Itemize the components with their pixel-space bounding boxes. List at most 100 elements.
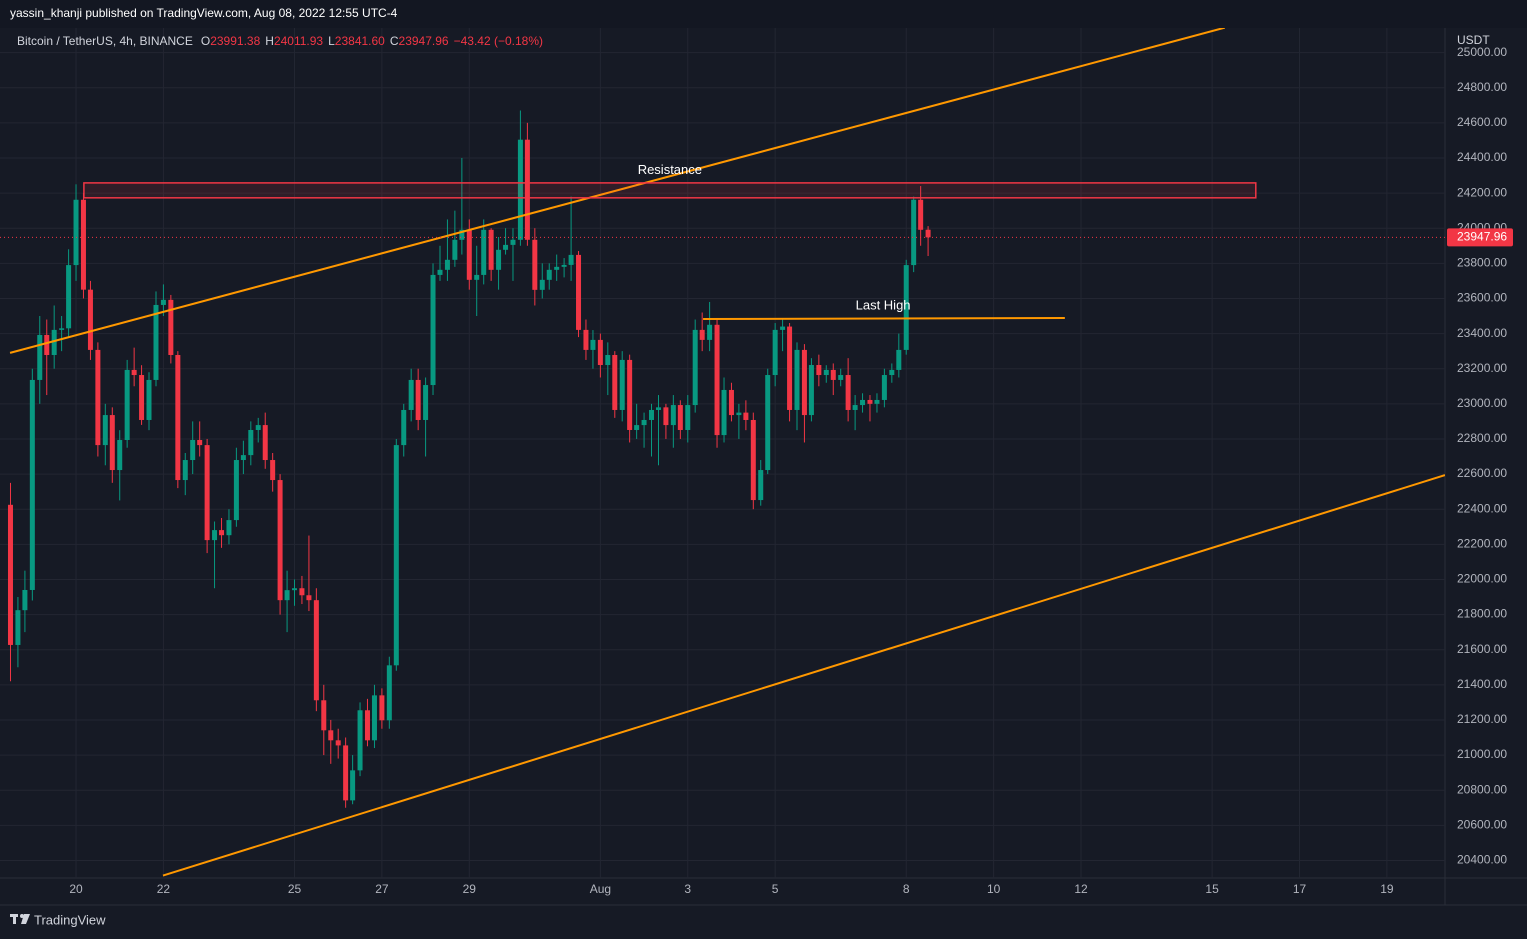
candle-body xyxy=(386,665,392,721)
candle-body xyxy=(728,389,734,416)
candle-body xyxy=(321,700,327,731)
legend-value: 23841.60 xyxy=(335,34,385,48)
candle-body xyxy=(816,365,822,376)
candle-body xyxy=(496,249,502,270)
annotation: Resistance xyxy=(638,162,702,177)
x-tick-label: 17 xyxy=(1293,882,1307,896)
candle-body xyxy=(7,504,13,645)
candle-body xyxy=(350,770,356,801)
candle-body xyxy=(546,269,552,280)
candle-body xyxy=(845,375,851,410)
candle-body xyxy=(168,299,174,356)
axes: 20400.00 20600.00 20800.00 21000.00 21200.00… xyxy=(69,45,1513,896)
candle-body xyxy=(444,259,450,270)
candle-body xyxy=(714,324,720,436)
candle-body xyxy=(197,440,203,446)
x-tick-label: 5 xyxy=(772,882,779,896)
legend-key: H xyxy=(265,34,274,48)
candle-body xyxy=(925,229,931,238)
candle-body xyxy=(182,460,188,481)
legend-key: O xyxy=(201,34,210,48)
candle-body xyxy=(860,399,866,406)
candle-body xyxy=(554,266,560,270)
y-tick-label: 20800.00 xyxy=(1457,782,1507,796)
candle-body xyxy=(233,460,239,521)
candle-body xyxy=(852,405,858,410)
candle-body xyxy=(685,405,691,430)
candle-body xyxy=(73,199,79,266)
candle-body xyxy=(15,610,21,645)
candle-body xyxy=(896,349,902,370)
candle-body xyxy=(102,415,108,446)
candle-body xyxy=(903,265,909,350)
candle-body xyxy=(758,470,764,501)
candle-body xyxy=(670,405,676,426)
candle-body xyxy=(452,239,458,260)
annotation: Last High xyxy=(856,297,911,312)
y-tick-label: 23400.00 xyxy=(1457,326,1507,340)
y-tick-label: 23200.00 xyxy=(1457,361,1507,375)
legend: Bitcoin / TetherUS, 4h, BINANCE O23991.38… xyxy=(17,34,543,48)
candle-body xyxy=(787,326,793,410)
y-tick-label: 20600.00 xyxy=(1457,817,1507,831)
candle-body xyxy=(838,375,844,380)
plot-area: Resistance Last High xyxy=(0,28,1445,877)
candle-body xyxy=(655,407,661,410)
candle-body xyxy=(343,745,349,801)
candle-body xyxy=(736,412,742,416)
candle-body xyxy=(692,329,698,406)
candle-body xyxy=(743,412,749,420)
legend-text: Bitcoin / TetherUS, 4h, BINANCE O23991.38… xyxy=(17,34,543,48)
y-tick-label: 23800.00 xyxy=(1457,256,1507,270)
legend-value: 23991.38 xyxy=(210,34,260,48)
y-tick-label: 24200.00 xyxy=(1457,185,1507,199)
candle-body xyxy=(801,349,807,416)
candle-body xyxy=(415,379,421,420)
candle-body xyxy=(204,445,210,541)
candle-body xyxy=(663,407,669,426)
candle-body xyxy=(503,244,509,250)
candle-body xyxy=(131,369,137,376)
trendline xyxy=(9,28,1226,354)
x-tick-label: 8 xyxy=(903,882,910,896)
y-tick-label: 22400.00 xyxy=(1457,501,1507,515)
candle-body xyxy=(146,379,152,420)
candle-body xyxy=(277,480,283,601)
candle-body xyxy=(881,375,887,400)
logo xyxy=(10,914,30,924)
candle-body xyxy=(255,425,261,430)
x-tick-label: 10 xyxy=(987,882,1001,896)
candle-body xyxy=(423,385,429,420)
y-tick-label: 22600.00 xyxy=(1457,466,1507,480)
x-tick-label: 19 xyxy=(1380,882,1394,896)
legend-value: 23947.96 xyxy=(399,34,449,48)
zone-rect xyxy=(83,182,1257,199)
candle-body xyxy=(299,588,305,596)
x-tick-label: 20 xyxy=(69,882,83,896)
y-tick-label: 21400.00 xyxy=(1457,677,1507,691)
symbol: Bitcoin / TetherUS, 4h, BINANCE xyxy=(17,34,193,48)
candle-body xyxy=(481,229,487,275)
publisher: yassin_khanji published on TradingView.c… xyxy=(10,6,398,20)
candle-body xyxy=(780,326,786,330)
candle-body xyxy=(568,254,574,265)
x-tick-label: 3 xyxy=(684,882,691,896)
x-tick-label: 29 xyxy=(463,882,477,896)
candle-body xyxy=(124,369,130,441)
candle-body xyxy=(765,375,771,471)
y-tick-label: 22800.00 xyxy=(1457,431,1507,445)
candle-body xyxy=(619,359,625,410)
candle-body xyxy=(889,369,895,376)
y-tick-label: 21200.00 xyxy=(1457,712,1507,726)
legend-key: L xyxy=(328,34,335,48)
candle-body xyxy=(474,274,480,280)
candle-body xyxy=(175,355,181,481)
candle-body xyxy=(80,199,86,290)
candle-body xyxy=(190,440,196,461)
last-price-tag xyxy=(1447,228,1513,247)
legend-change: −43.42 (−0.18%) xyxy=(454,34,543,48)
candle-body xyxy=(648,409,654,420)
candle-body xyxy=(459,229,465,240)
candle-body xyxy=(721,389,727,436)
candle-body xyxy=(95,349,101,446)
